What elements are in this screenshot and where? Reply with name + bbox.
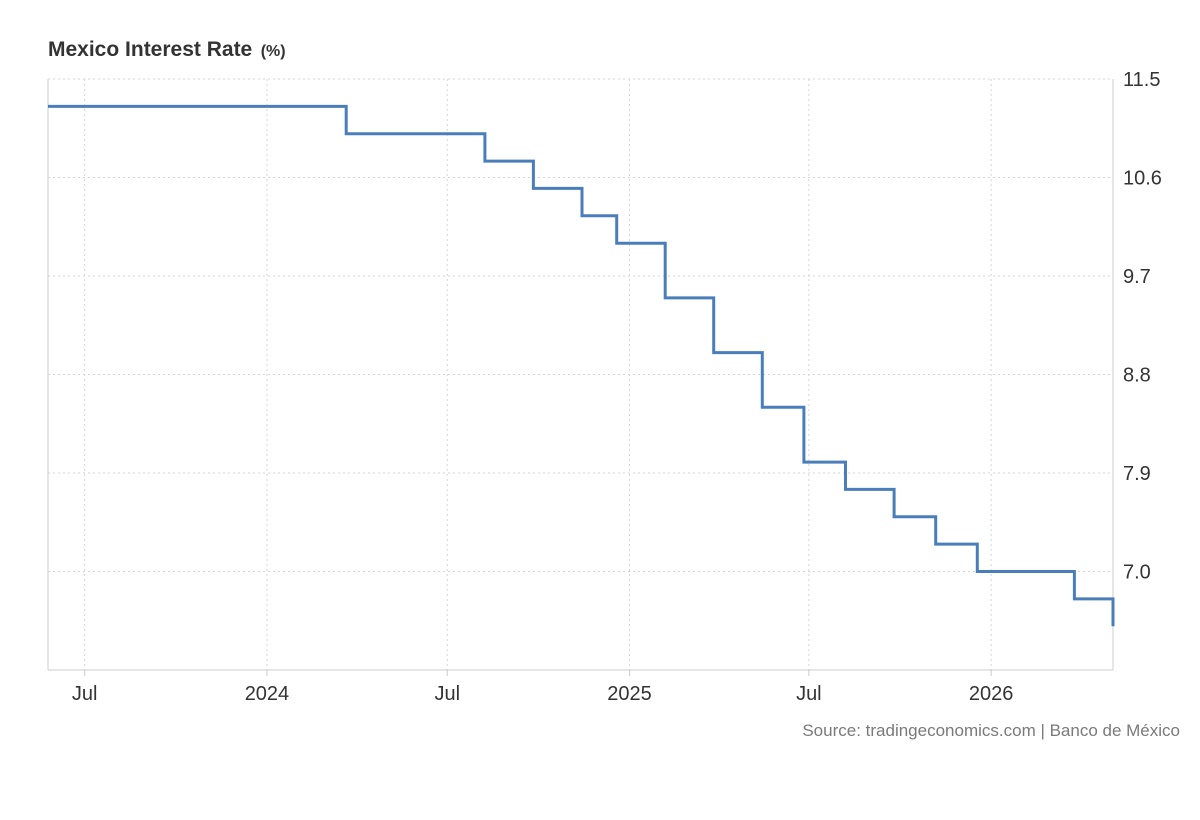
series-line xyxy=(48,104,1115,627)
y-tick-label: 7.0 xyxy=(1123,562,1151,584)
grid-layer xyxy=(48,78,1113,670)
chart-units: (%) xyxy=(260,43,286,60)
source-attribution: Source: tradingeconomics.com | Banco de … xyxy=(802,721,1180,740)
axis-layer xyxy=(47,79,1114,676)
x-tick-label: Jul xyxy=(796,683,822,705)
x-tick-label: 2026 xyxy=(969,683,1014,705)
chart-title-group: Mexico Interest Rate (%) xyxy=(48,38,286,62)
y-tick-label: 8.8 xyxy=(1123,365,1151,387)
y-tick-label: 9.7 xyxy=(1123,266,1151,288)
series-layer xyxy=(48,104,1115,627)
y-tick-label: 10.6 xyxy=(1123,168,1162,190)
chart-title: Mexico Interest Rate xyxy=(48,38,253,61)
x-tick-label: Jul xyxy=(434,683,460,705)
x-tick-label: 2025 xyxy=(607,683,652,705)
y-tick-label: 11.5 xyxy=(1123,69,1160,91)
y-tick-label: 7.9 xyxy=(1123,463,1151,485)
x-tick-label: Jul xyxy=(72,683,98,705)
tick-label-layer: 7.0 7.9 8.8 9.7 10.6 11.5 Jul 2024 Jul 2025 Jul 202… xyxy=(72,69,1162,705)
x-tick-label: 2024 xyxy=(245,683,290,705)
